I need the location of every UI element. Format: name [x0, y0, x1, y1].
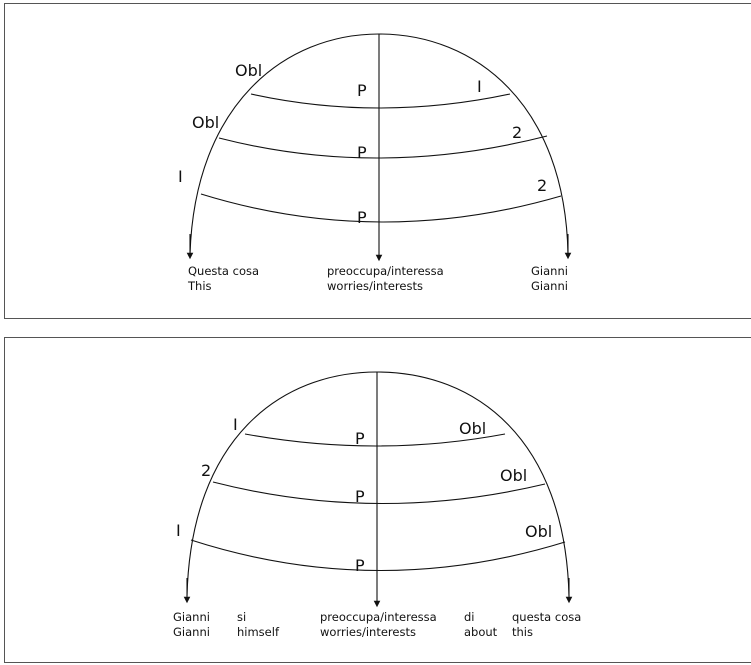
p-label-1: P	[357, 81, 367, 100]
relational-network-diagram-1: Obl Obl I P P P I 2 2 Questa cosa This p…	[178, 33, 572, 293]
arc-label-3: I	[178, 167, 183, 186]
caption-4-line-1: di	[464, 610, 475, 624]
diagram-panel-top: Obl Obl I P P P I 2 2 Questa cosa This p…	[4, 3, 751, 319]
stratum-1	[250, 93, 511, 109]
caption-2-line-1: preoccupa/interessa	[327, 264, 444, 278]
stratum-1	[244, 433, 506, 447]
caption-1-line-1: Questa cosa	[188, 264, 259, 278]
caption-3-line-1: Gianni	[531, 264, 568, 278]
diagram-panel-bottom: I 2 I P P P Obl Obl Obl Gianni Gianni si…	[4, 337, 751, 663]
caption-3-line-2: Gianni	[531, 279, 568, 293]
right-label-2: Obl	[500, 466, 527, 485]
stratum-3	[200, 193, 562, 223]
caption-1-line-2: This	[187, 279, 212, 293]
caption-3-line-2: worries/interests	[320, 625, 416, 639]
caption-2-line-2: himself	[237, 625, 280, 639]
right-label-3: 2	[537, 176, 547, 195]
caption-2-line-2: worries/interests	[327, 279, 423, 293]
arc-label-2: 2	[201, 461, 211, 480]
stratum-2	[218, 135, 548, 159]
caption-5-line-2: this	[512, 625, 533, 639]
caption-1-line-1: Gianni	[173, 610, 210, 624]
caption-4-line-2: about	[464, 625, 498, 639]
right-label-1: I	[477, 77, 482, 96]
arc-label-3: I	[176, 521, 181, 540]
caption-5-line-1: questa cosa	[512, 610, 581, 624]
relational-network-diagram-2: I 2 I P P P Obl Obl Obl Gianni Gianni si…	[173, 371, 581, 639]
p-label-2: P	[355, 487, 365, 506]
stratum-2	[212, 481, 546, 505]
right-label-3: Obl	[525, 522, 552, 541]
caption-2-line-1: si	[237, 610, 246, 624]
right-label-1: Obl	[459, 419, 486, 438]
p-label-1: P	[355, 429, 365, 448]
caption-1-line-2: Gianni	[173, 625, 210, 639]
arc-label-1: I	[233, 415, 238, 434]
p-label-2: P	[357, 143, 367, 162]
p-label-3: P	[357, 208, 367, 227]
p-label-3: P	[355, 556, 365, 575]
arc-label-2: Obl	[192, 113, 219, 132]
caption-3-line-1: preoccupa/interessa	[320, 610, 437, 624]
arc-label-1: Obl	[235, 61, 262, 80]
stratum-3	[190, 539, 566, 572]
right-label-2: 2	[512, 123, 522, 142]
